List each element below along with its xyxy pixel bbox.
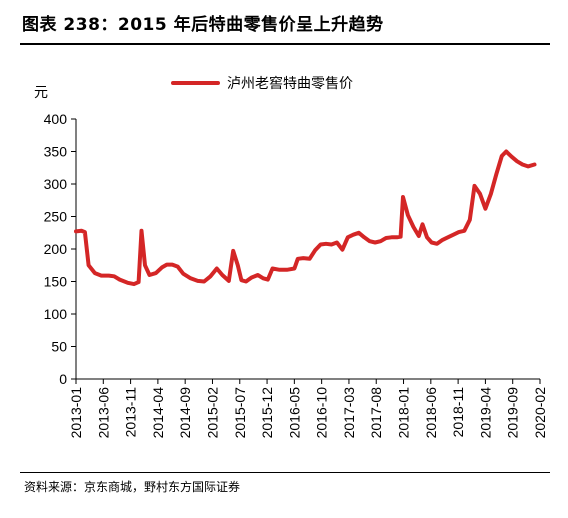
source-note: 资料来源：京东商城，野村东方国际证券 [24, 480, 241, 494]
x-tick-label: 2020-02 [532, 387, 548, 439]
x-axis: 2013-01 2013-06 2013-11 2014-04 2014-09 2015-… [68, 378, 548, 439]
x-tick-label: 2013-01 [68, 387, 84, 439]
y-tick-label: 0 [59, 371, 67, 387]
x-tick-label: 2014-04 [150, 387, 166, 439]
x-tick-label: 2017-08 [368, 387, 384, 439]
title-divider [20, 43, 550, 45]
y-axis-unit: 元 [34, 85, 48, 101]
legend: 泸州老窖特曲零售价 [171, 75, 353, 92]
x-tick-label: 2015-12 [259, 387, 275, 439]
source-divider [20, 472, 550, 473]
x-tick-label: 2013-06 [95, 387, 111, 439]
y-tick-label: 100 [44, 306, 68, 322]
x-tick-label: 2016-10 [314, 387, 330, 439]
x-tick-label: 2018-06 [423, 387, 439, 439]
y-tick-label: 250 [44, 209, 68, 225]
y-tick-label: 50 [51, 339, 67, 355]
y-tick-label: 200 [44, 241, 68, 257]
y-tick-label: 350 [44, 144, 68, 160]
x-tick-label: 2019-09 [505, 387, 521, 439]
x-tick-label: 2013-11 [123, 387, 139, 438]
x-tick-label: 2014-09 [177, 387, 193, 439]
y-tick-label: 400 [44, 111, 68, 127]
x-tick-label: 2015-02 [204, 387, 220, 439]
legend-label: 泸州老窖特曲零售价 [227, 75, 353, 92]
line-chart: 泸州老窖特曲零售价 元 0 50 100 150 200 250 300 350 400 201… [34, 75, 548, 439]
x-tick-label: 2015-07 [232, 387, 248, 439]
series-layer [74, 149, 537, 287]
y-tick-label: 150 [44, 274, 68, 290]
x-tick-label: 2018-11 [450, 387, 466, 438]
chart-title: 图表 238：2015 年后特曲零售价呈上升趋势 [22, 15, 384, 35]
x-tick-label: 2016-05 [286, 387, 302, 439]
x-tick-label: 2019-04 [477, 387, 493, 439]
x-tick-label: 2017-03 [341, 387, 357, 439]
y-axis: 0 50 100 150 200 250 300 350 400 [44, 111, 77, 387]
series-line [74, 149, 537, 287]
y-tick-label: 300 [44, 176, 68, 192]
x-tick-label: 2018-01 [396, 387, 412, 439]
